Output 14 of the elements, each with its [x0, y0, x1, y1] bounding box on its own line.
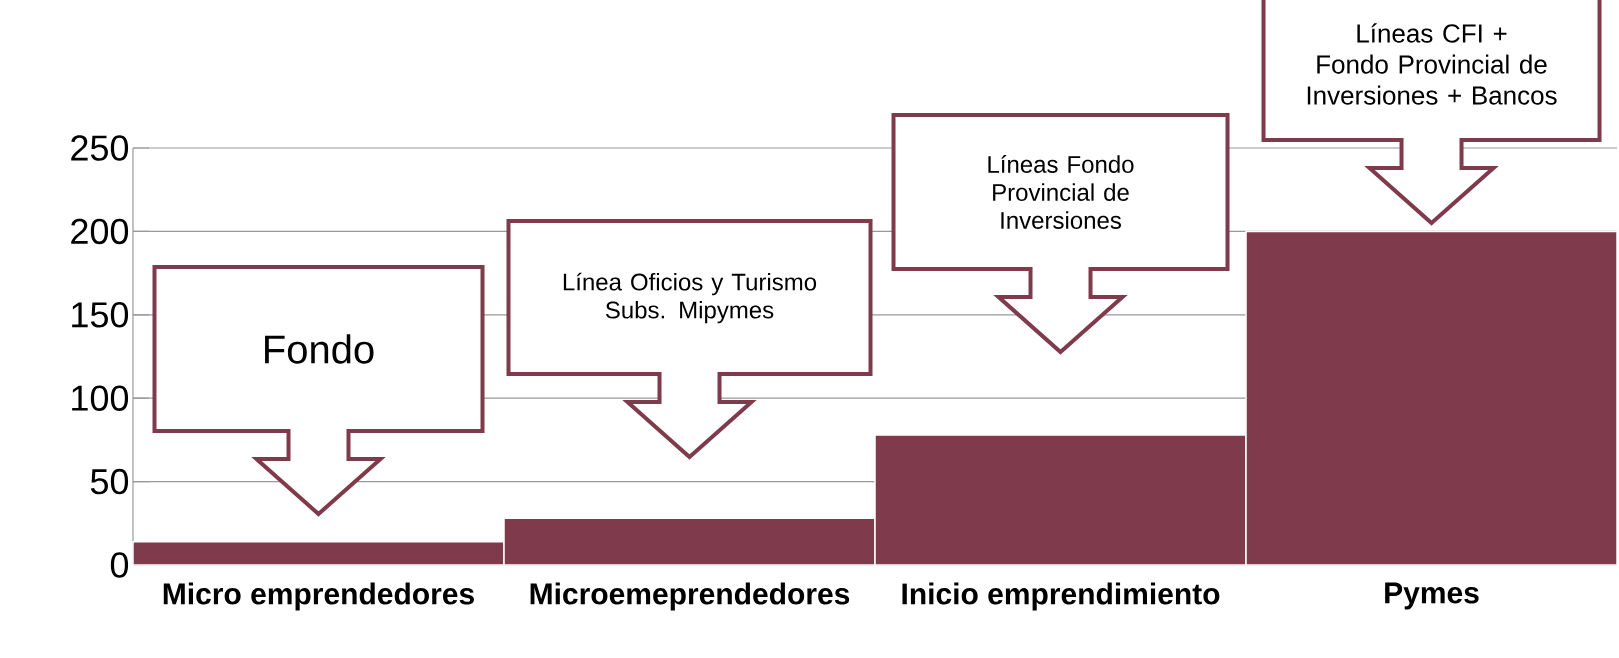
y-tick-label: 250: [71, 135, 129, 161]
y-tick-label: 0: [110, 552, 129, 578]
x-tick-label: Inicio emprendimiento: [902, 582, 1220, 611]
annotation: Fondo: [265, 334, 374, 364]
annotation: Línea Oficios y Turismo Subs. Mipymes: [563, 272, 817, 324]
annotation: Líneas Fondo Provincial de Inversiones: [988, 155, 1134, 229]
x-tick-label: Pymes: [1385, 582, 1479, 610]
y-tick-label: 200: [71, 218, 129, 245]
x-tick-label: Microemeprendedores: [530, 582, 850, 611]
y-tick-label: 150: [72, 302, 129, 328]
y-tick-label: 50: [90, 468, 129, 495]
y-tick-label: 100: [72, 385, 129, 411]
x-tick-label: Micro emprendedores: [163, 582, 474, 611]
text: Líneas CFI + Fondo Provincial de Inversiones + Bancos: [1307, 23, 1557, 105]
